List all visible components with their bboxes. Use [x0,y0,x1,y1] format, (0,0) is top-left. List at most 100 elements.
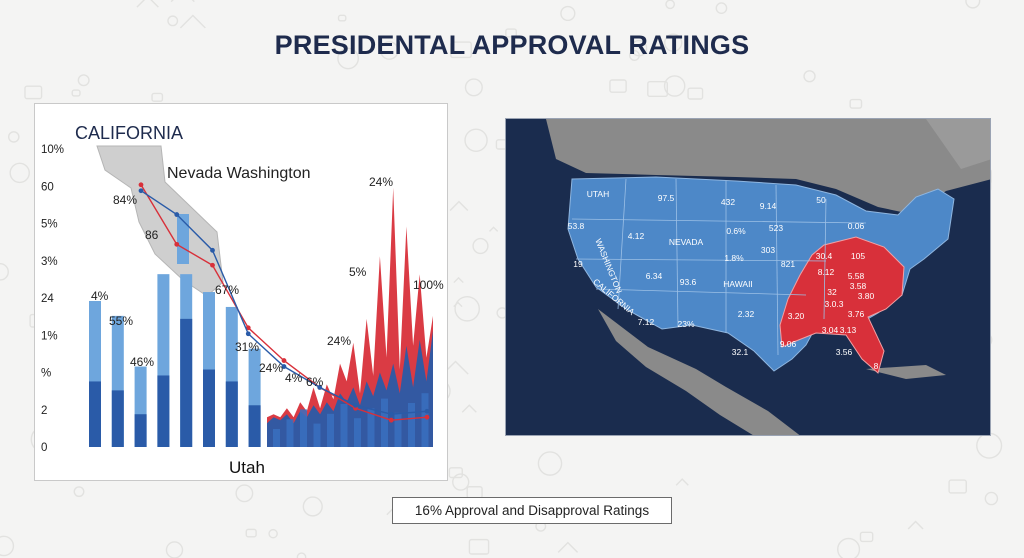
bg-doodle [948,479,967,494]
data-label: 24% [369,175,393,189]
state-label: 3.58 [850,281,867,291]
state-label: 3.13 [840,325,857,335]
bg-doodle [665,0,675,10]
bg-doodle [245,528,257,538]
state-label: 9.14 [760,201,777,211]
state-label: 105 [851,251,865,261]
data-label: 55% [109,314,133,328]
state-label: 2.32 [738,309,755,319]
state-label: 1.8% [724,253,744,263]
canada-land [926,119,990,169]
bg-doodle [984,491,999,506]
data-label: 4% [91,289,109,303]
state-label: 9.06 [780,339,797,349]
bar [408,403,415,447]
state-label: 8.12 [818,267,835,277]
state-label: NEVADA [669,237,704,247]
data-label: 46% [130,355,154,369]
state-label: 30.4 [816,251,833,261]
bg-doodle [379,41,399,60]
bg-doodle [165,541,184,558]
state-label: 3.80 [858,291,875,301]
bar [225,381,238,447]
line-point [138,188,144,194]
state-label: 0.6% [726,226,746,236]
bg-doodle [803,70,816,83]
bg-doodle [675,478,689,486]
line-point [210,262,215,268]
data-label: 100% [413,278,444,292]
us-blue-states [567,176,955,372]
bar [300,409,307,447]
y-tick-label: 3% [41,256,58,268]
bg-doodle [849,98,863,109]
bg-doodle [450,41,472,59]
state-label: 3.76 [848,309,865,319]
page-title: PRESIDENTAL APPROVAL RATINGS [274,30,750,60]
chart-caption: 16% Approval and Disapproval Ratings [392,497,672,524]
data-label: 24% [259,361,283,375]
data-label: 31% [235,340,259,354]
y-tick-label: 1% [41,330,58,342]
state-label: 523 [769,223,783,233]
canada-land [546,119,990,214]
bg-doodle [337,14,347,22]
bg-doodle [179,14,206,29]
bg-doodle [687,87,704,100]
bg-doodle [9,162,30,184]
bg-doodle [907,520,924,530]
chart-title: CALIFORNIA [75,123,183,143]
line-point [388,411,394,417]
y-tick-label: 5% [41,219,58,231]
bar [394,412,402,447]
state-label: 821 [781,259,795,269]
data-label: 5% [349,265,367,279]
state-label: 4.12 [628,231,645,241]
us-red-states [779,236,905,374]
state-label: 432 [721,197,735,207]
bar [89,381,101,447]
bg-doodle [24,85,43,100]
data-label: 24% [327,334,351,348]
bg-doodle [965,0,981,9]
bg-doodle [7,131,20,143]
y-tick-label: 24 [41,293,54,305]
bg-doodle [628,49,640,61]
state-label: 23% [677,319,694,329]
data-label: 84% [113,193,137,207]
state-label: 32.1 [732,347,749,357]
bg-doodle [505,28,517,38]
bg-doodle [461,404,477,413]
line-point [424,414,430,420]
state-label: 3.20 [788,311,805,321]
bg-doodle [664,33,683,52]
approval-chart: 10% 60 5% 3% 24 1%% 2 0 CALIFORNIA Nevada Washing… [41,123,444,477]
bar [177,214,189,264]
bg-doodle [464,128,488,152]
bg-doodle [489,226,499,232]
y-tick-label: 60 [41,181,54,193]
bar [381,398,388,447]
data-label: 67% [215,283,239,297]
bg-doodle [976,432,1003,459]
y-tick-label: 0 [41,442,47,454]
bg-doodle [448,467,463,479]
state-label: HAWAII [723,279,753,289]
bar [313,423,321,447]
state-label: UTAH [587,189,610,199]
state-label: 97.5 [658,193,675,203]
state-label: 53.8 [568,221,585,231]
bg-doodle [136,0,159,8]
state-label: 93.6 [680,277,697,287]
bg-doodle [337,47,359,70]
state-label: 3.04 [822,325,839,335]
bg-doodle [0,535,15,557]
bar [134,414,147,447]
line-point [174,241,180,247]
state-label: 32 [827,287,837,297]
state-border [575,258,827,262]
y-tick-label: 10% [41,144,64,156]
line-point [174,212,180,217]
bg-doodle [170,0,195,3]
chart-panel: 10% 60 5% 3% 24 1%% 2 0 CALIFORNIA Nevada Washing… [34,103,448,481]
